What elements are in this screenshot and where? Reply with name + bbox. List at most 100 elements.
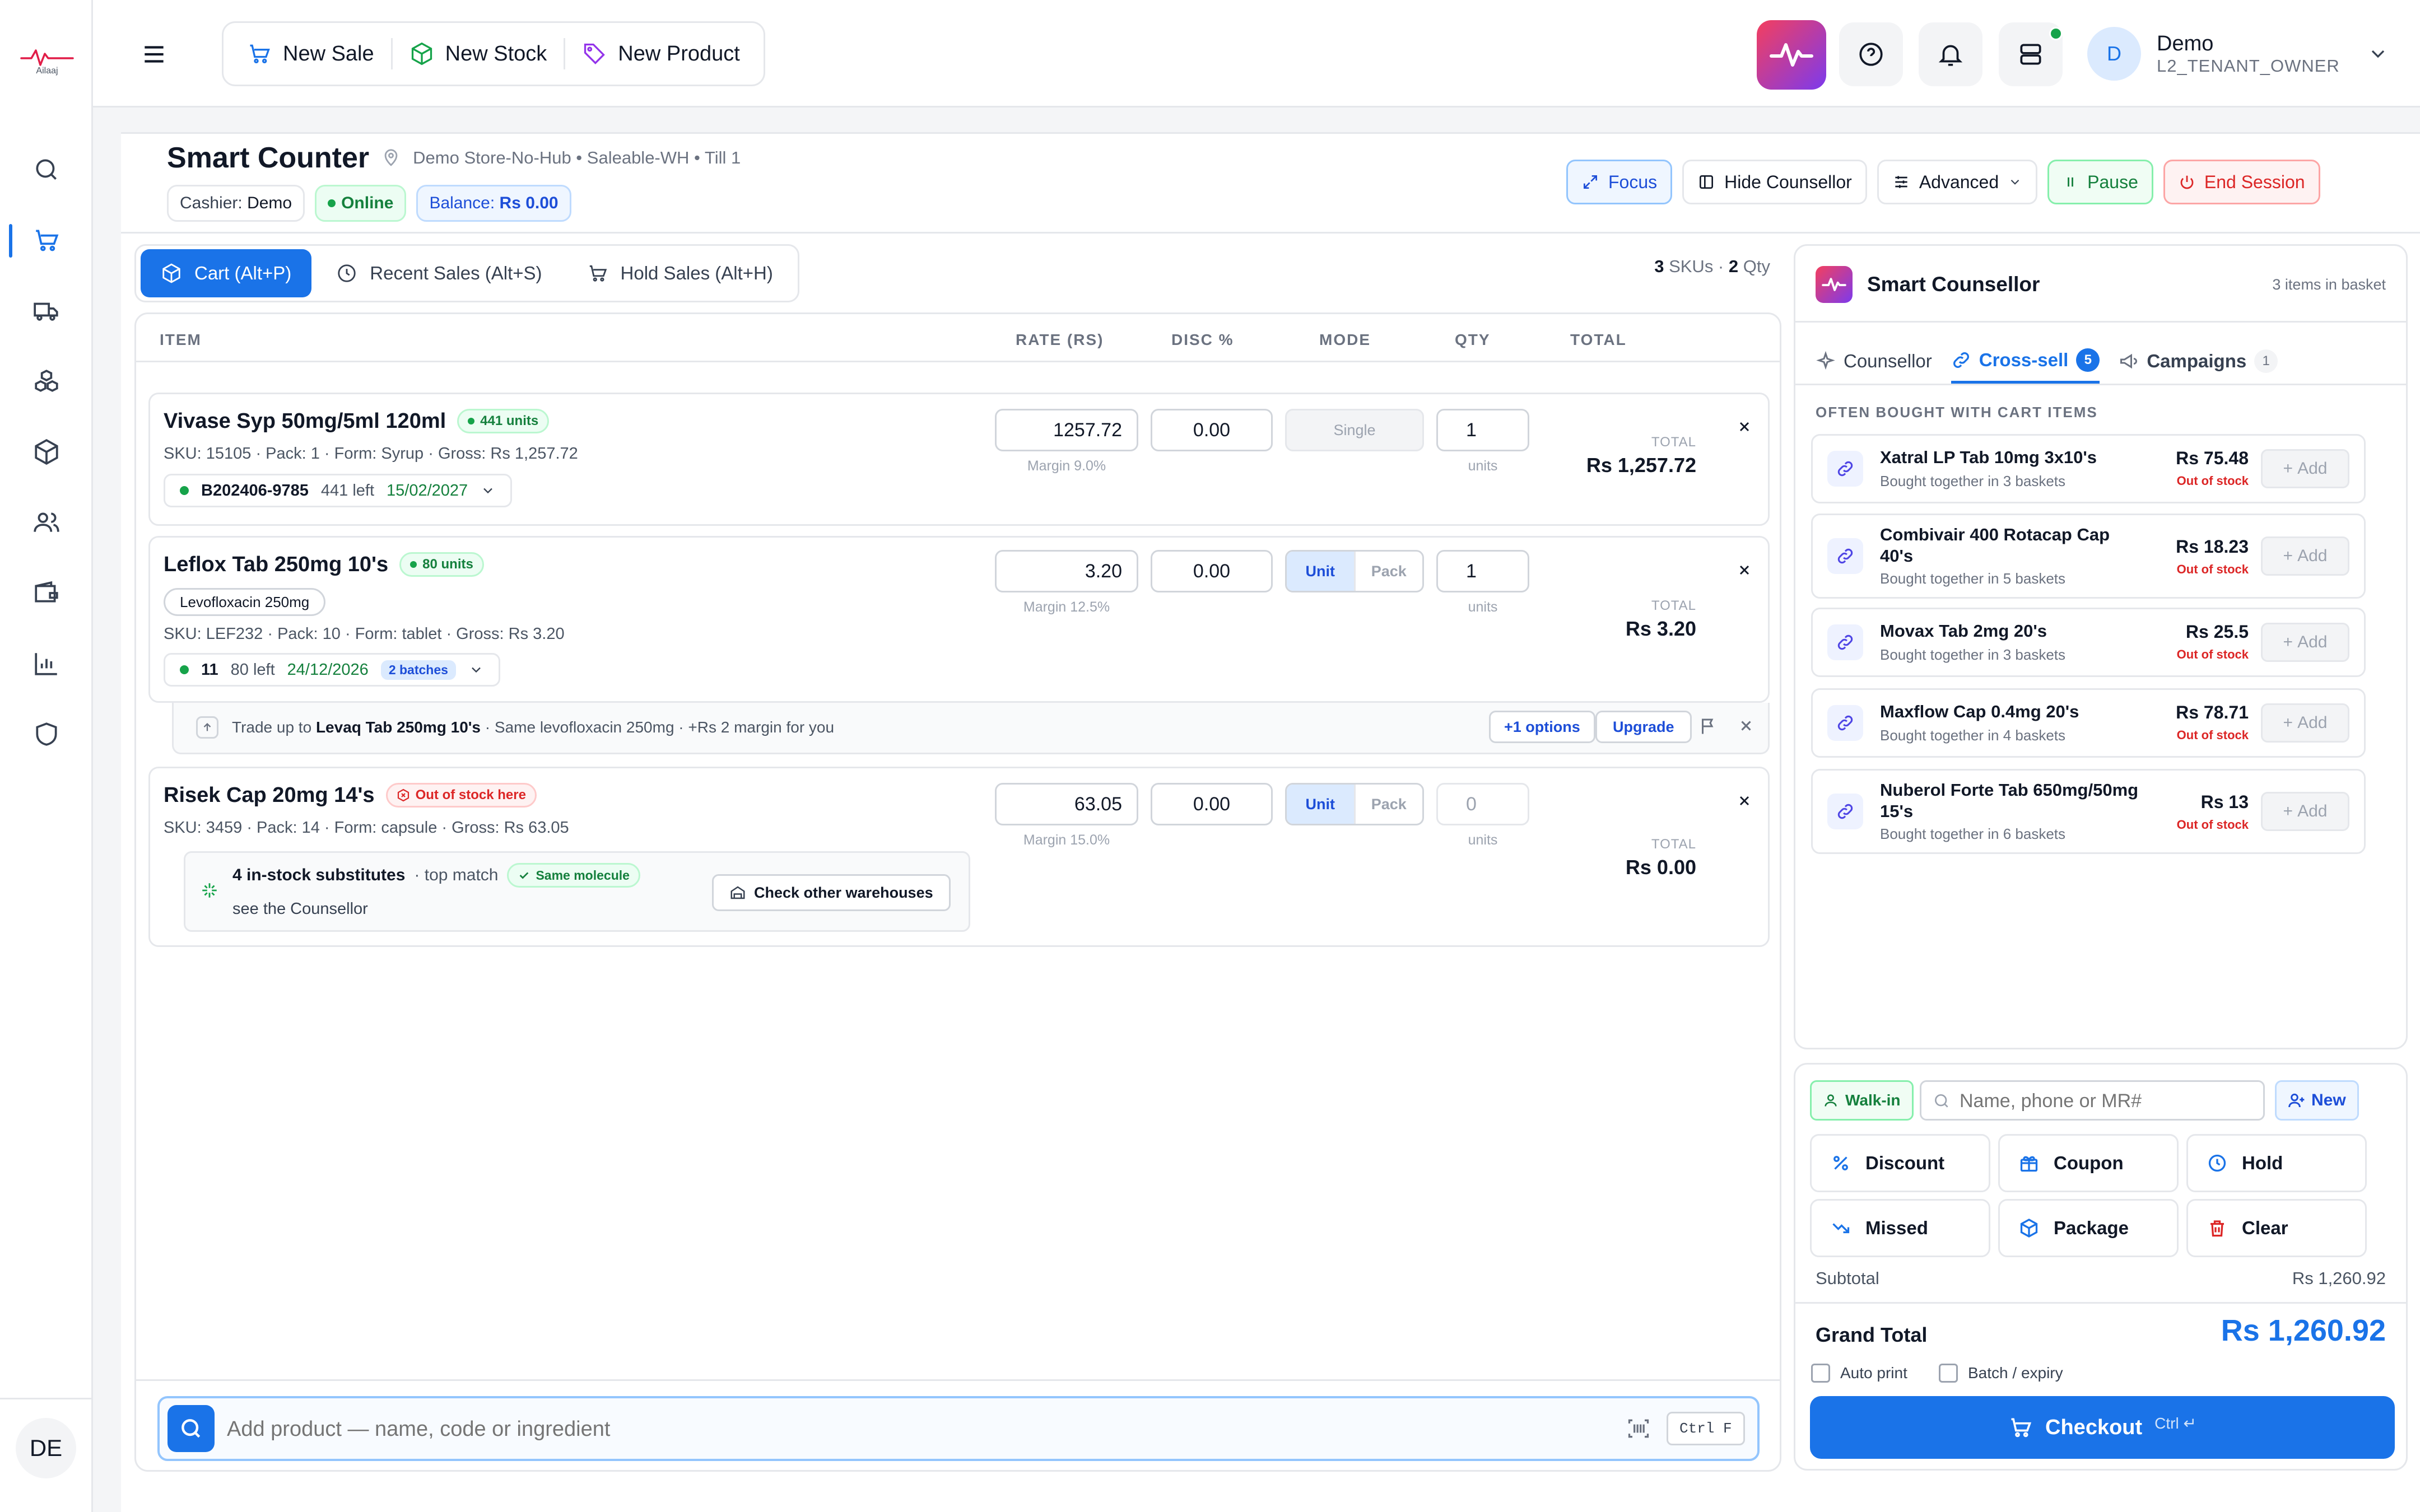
notifications-button[interactable] — [1919, 22, 1982, 86]
upgrade-button[interactable]: Upgrade — [1595, 711, 1692, 743]
tab-cart[interactable]: Cart (Alt+P) — [141, 249, 312, 297]
discount-input[interactable]: 0.00 — [1151, 550, 1273, 592]
boxes-icon[interactable] — [28, 363, 65, 400]
dismiss-upsell-button[interactable] — [1738, 717, 1755, 734]
help-button[interactable] — [1839, 22, 1903, 86]
tab-hold-sales[interactable]: Hold Sales (Alt+H) — [567, 249, 793, 297]
tab-campaigns[interactable]: Campaigns 1 — [2119, 339, 2278, 384]
hold-button[interactable]: Hold — [2186, 1134, 2367, 1192]
mode-pack-button[interactable]: Pack — [1353, 785, 1423, 824]
sliders-icon — [1895, 176, 1907, 188]
qty-unit: units — [1468, 458, 1498, 474]
stock-badge-text: 441 units — [480, 413, 539, 428]
cashier-label: Cashier: — [180, 194, 243, 212]
barcode-icon[interactable] — [1626, 1416, 1651, 1441]
package-button[interactable]: Package — [1998, 1199, 2179, 1257]
pulse-icon — [1770, 43, 1813, 67]
batch-id: 11 — [201, 660, 218, 679]
hide-counsellor-button[interactable]: Hide Counsellor — [1682, 160, 1867, 204]
checkbox[interactable] — [1939, 1364, 1958, 1383]
close-icon — [1739, 565, 1749, 575]
qty-input[interactable]: 1 — [1436, 550, 1529, 592]
new-sale-button[interactable]: New Sale — [230, 31, 391, 76]
mode-unit-button[interactable]: Unit — [1287, 785, 1354, 824]
batch-selector[interactable]: 11 80 left 24/12/2026 2 batches — [164, 653, 500, 687]
tab-cross-sell[interactable]: Cross-sell 5 — [1951, 339, 2100, 384]
product-search[interactable]: Ctrl F — [157, 1396, 1760, 1461]
options-button[interactable]: +1 options — [1489, 711, 1595, 743]
new-stock-button[interactable]: New Stock — [393, 31, 564, 76]
remove-item-button[interactable] — [1732, 558, 1757, 582]
tab-campaigns-label: Campaigns — [2147, 351, 2247, 371]
trending-down-icon — [1832, 1223, 1850, 1234]
cross-sell-item: Nuberol Forte Tab 650mg/50mg 15's Bought… — [1811, 769, 2366, 854]
missed-button[interactable]: Missed — [1810, 1199, 1990, 1257]
mode-unit-button[interactable]: Unit — [1287, 552, 1354, 591]
chevron-down-icon — [483, 488, 493, 494]
end-session-button[interactable]: End Session — [2163, 160, 2320, 204]
add-button[interactable]: + Add — [2261, 623, 2349, 662]
remove-item-button[interactable] — [1732, 788, 1757, 813]
discount-button[interactable]: Discount — [1810, 1134, 1990, 1192]
discount-input[interactable]: 0.00 — [1151, 783, 1273, 825]
remove-item-button[interactable] — [1732, 414, 1757, 439]
discount-input[interactable]: 0.00 — [1151, 409, 1273, 451]
check-warehouses-button[interactable]: Check other warehouses — [712, 874, 951, 911]
walk-in-button[interactable]: Walk-in — [1810, 1080, 1914, 1121]
tab-counsellor[interactable]: Counsellor — [1816, 339, 1932, 384]
brand-logo[interactable]: Ailaaj — [19, 46, 75, 80]
rate-input[interactable]: 63.05 — [995, 783, 1138, 825]
focus-button[interactable]: Focus — [1566, 160, 1673, 204]
auto-print-label: Auto print — [1840, 1364, 1907, 1382]
checkout-button[interactable]: Checkout Ctrl ↵ — [1810, 1396, 2395, 1459]
coupon-button[interactable]: Coupon — [1998, 1134, 2179, 1192]
new-product-button[interactable]: New Product — [565, 31, 757, 76]
item-sub: Bought together in 3 baskets — [1880, 473, 2066, 489]
flag-icon[interactable] — [1698, 716, 1719, 736]
rate-input[interactable]: 3.20 — [995, 550, 1138, 592]
wallet-icon[interactable] — [28, 575, 65, 612]
search-icon[interactable] — [28, 151, 65, 188]
advanced-button[interactable]: Advanced — [1877, 160, 2038, 204]
pause-button[interactable]: Pause — [2047, 160, 2153, 204]
qty-input[interactable]: 1 — [1436, 409, 1529, 451]
check-icon — [520, 872, 529, 879]
user-menu[interactable]: D Demo L2_TENANT_OWNER — [2087, 22, 2389, 85]
qty-input[interactable]: 0 — [1436, 783, 1529, 825]
batch-expiry-checkbox[interactable]: Batch / expiry — [1939, 1364, 2063, 1383]
user-plus-icon — [2288, 1093, 2305, 1108]
add-button[interactable]: + Add — [2261, 449, 2349, 488]
avatar[interactable]: DE — [16, 1418, 76, 1478]
shield-icon[interactable] — [28, 716, 65, 753]
checkbox[interactable] — [1811, 1364, 1830, 1383]
add-button[interactable]: + Add — [2261, 703, 2349, 743]
customer-search[interactable] — [1920, 1080, 2265, 1121]
page-title: Smart Counter — [167, 142, 370, 174]
megaphone-icon — [2120, 353, 2138, 369]
servers-button[interactable] — [1999, 22, 2063, 86]
clear-button[interactable]: Clear — [2186, 1199, 2367, 1257]
chart-icon[interactable] — [28, 645, 65, 682]
customer-search-input[interactable] — [1960, 1088, 2251, 1114]
batch-selector[interactable]: B202406-9785 441 left 15/02/2027 — [164, 474, 513, 507]
users-icon[interactable] — [28, 504, 65, 541]
package-icon[interactable] — [28, 433, 65, 470]
add-button[interactable]: + Add — [2261, 536, 2349, 576]
product-search-input[interactable] — [227, 1410, 1571, 1449]
bell-icon — [1938, 45, 1963, 66]
menu-icon[interactable] — [140, 40, 174, 68]
warehouse-icon — [730, 886, 745, 899]
cart-icon[interactable] — [28, 222, 65, 259]
rate-input[interactable]: 1257.72 — [995, 409, 1138, 451]
new-customer-button[interactable]: New — [2275, 1080, 2359, 1121]
mode-pack-button[interactable]: Pack — [1353, 552, 1423, 591]
auto-print-checkbox[interactable]: Auto print — [1811, 1364, 1907, 1383]
line-total: Rs 3.20 — [1625, 617, 1696, 640]
qty-label: Qty — [1743, 256, 1770, 276]
add-button[interactable]: + Add — [2261, 792, 2349, 831]
pulse-app-button[interactable] — [1757, 20, 1826, 90]
session-pills: Cashier: Demo Online Balance: Rs 0.00 — [167, 185, 571, 222]
balance-label: Balance: — [429, 194, 495, 212]
truck-icon[interactable] — [28, 292, 65, 329]
tab-recent-sales[interactable]: Recent Sales (Alt+S) — [316, 249, 562, 297]
